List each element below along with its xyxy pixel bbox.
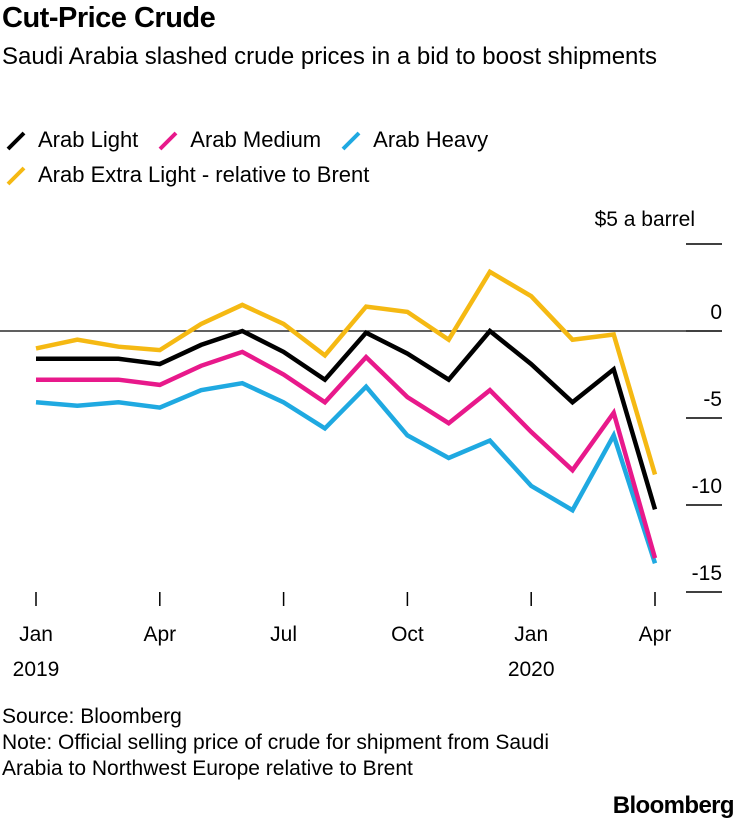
legend-row-1: Arab Light Arab Medium Arab Heavy [2,122,732,157]
series-line-arab-extra-light-relative-to-brent [35,268,658,476]
series-line-arab-medium [36,349,658,559]
legend-label-arab-medium: Arab Medium [190,126,322,152]
legend-label-arab-light: Arab Light [38,126,139,152]
footer: Source: Bloomberg Note: Official selling… [2,704,602,782]
x-tick-label-4: Jan [514,623,548,646]
line-chart: $5 a barrel 0 -5 -10 -15 Jan 2019 Apr Jul Oct Jan 2… [0,208,722,681]
y-tick-label-1: 0 [710,301,722,324]
x-tick-label-2: Jul [270,623,297,646]
explanatory-note: Note: Official selling price of crude fo… [2,731,550,780]
legend-item-arab-extra-light: Arab Extra Light - relative to Brent [2,162,369,188]
chart-subtitle: Saudi Arabia slashed crude prices in a b… [2,43,658,70]
y-tick-label-4: -15 [692,562,722,585]
y-tick-label-3: -10 [692,475,722,498]
legend-label-arab-heavy: Arab Heavy [373,126,489,152]
x-tick-year-0: 2019 [13,658,60,681]
x-tick-label-5: Apr [639,623,672,646]
legend-swatch-arab-medium [156,127,182,153]
x-tick-label-3: Oct [391,623,424,646]
x-tick-label-0: Jan [19,623,53,646]
series-line-arab-light [36,327,658,511]
legend-item-arab-heavy: Arab Heavy [337,127,488,153]
legend-swatch-arab-heavy [339,127,365,153]
x-tick-label-1: Apr [143,623,176,646]
legend-label-arab-extra-light: Arab Extra Light - relative to Brent [38,161,370,187]
y-unit-label: $5 a barrel [595,208,695,231]
swatch-line-arab-extra-light [6,166,26,185]
source-note: Source: Bloomberg [2,705,182,728]
legend: Arab Light Arab Medium Arab Heavy Arab E… [2,122,732,192]
swatch-line-arab-heavy [341,131,361,150]
bloomberg-logo: Bloomberg [612,792,735,819]
swatch-line-arab-medium [158,131,178,150]
y-tick-label-2: -5 [703,388,722,411]
legend-swatch-arab-light [4,127,30,153]
legend-row-2: Arab Extra Light - relative to Brent [2,157,732,192]
legend-swatch-arab-extra-light [4,162,30,188]
legend-item-arab-medium: Arab Medium [154,127,321,153]
chart-title: Cut-Price Crude [2,2,216,34]
swatch-line-arab-light [6,131,26,150]
x-tick-year-4: 2020 [508,658,555,681]
series-line-arab-heavy [35,380,658,564]
legend-item-arab-light: Arab Light [2,127,138,153]
